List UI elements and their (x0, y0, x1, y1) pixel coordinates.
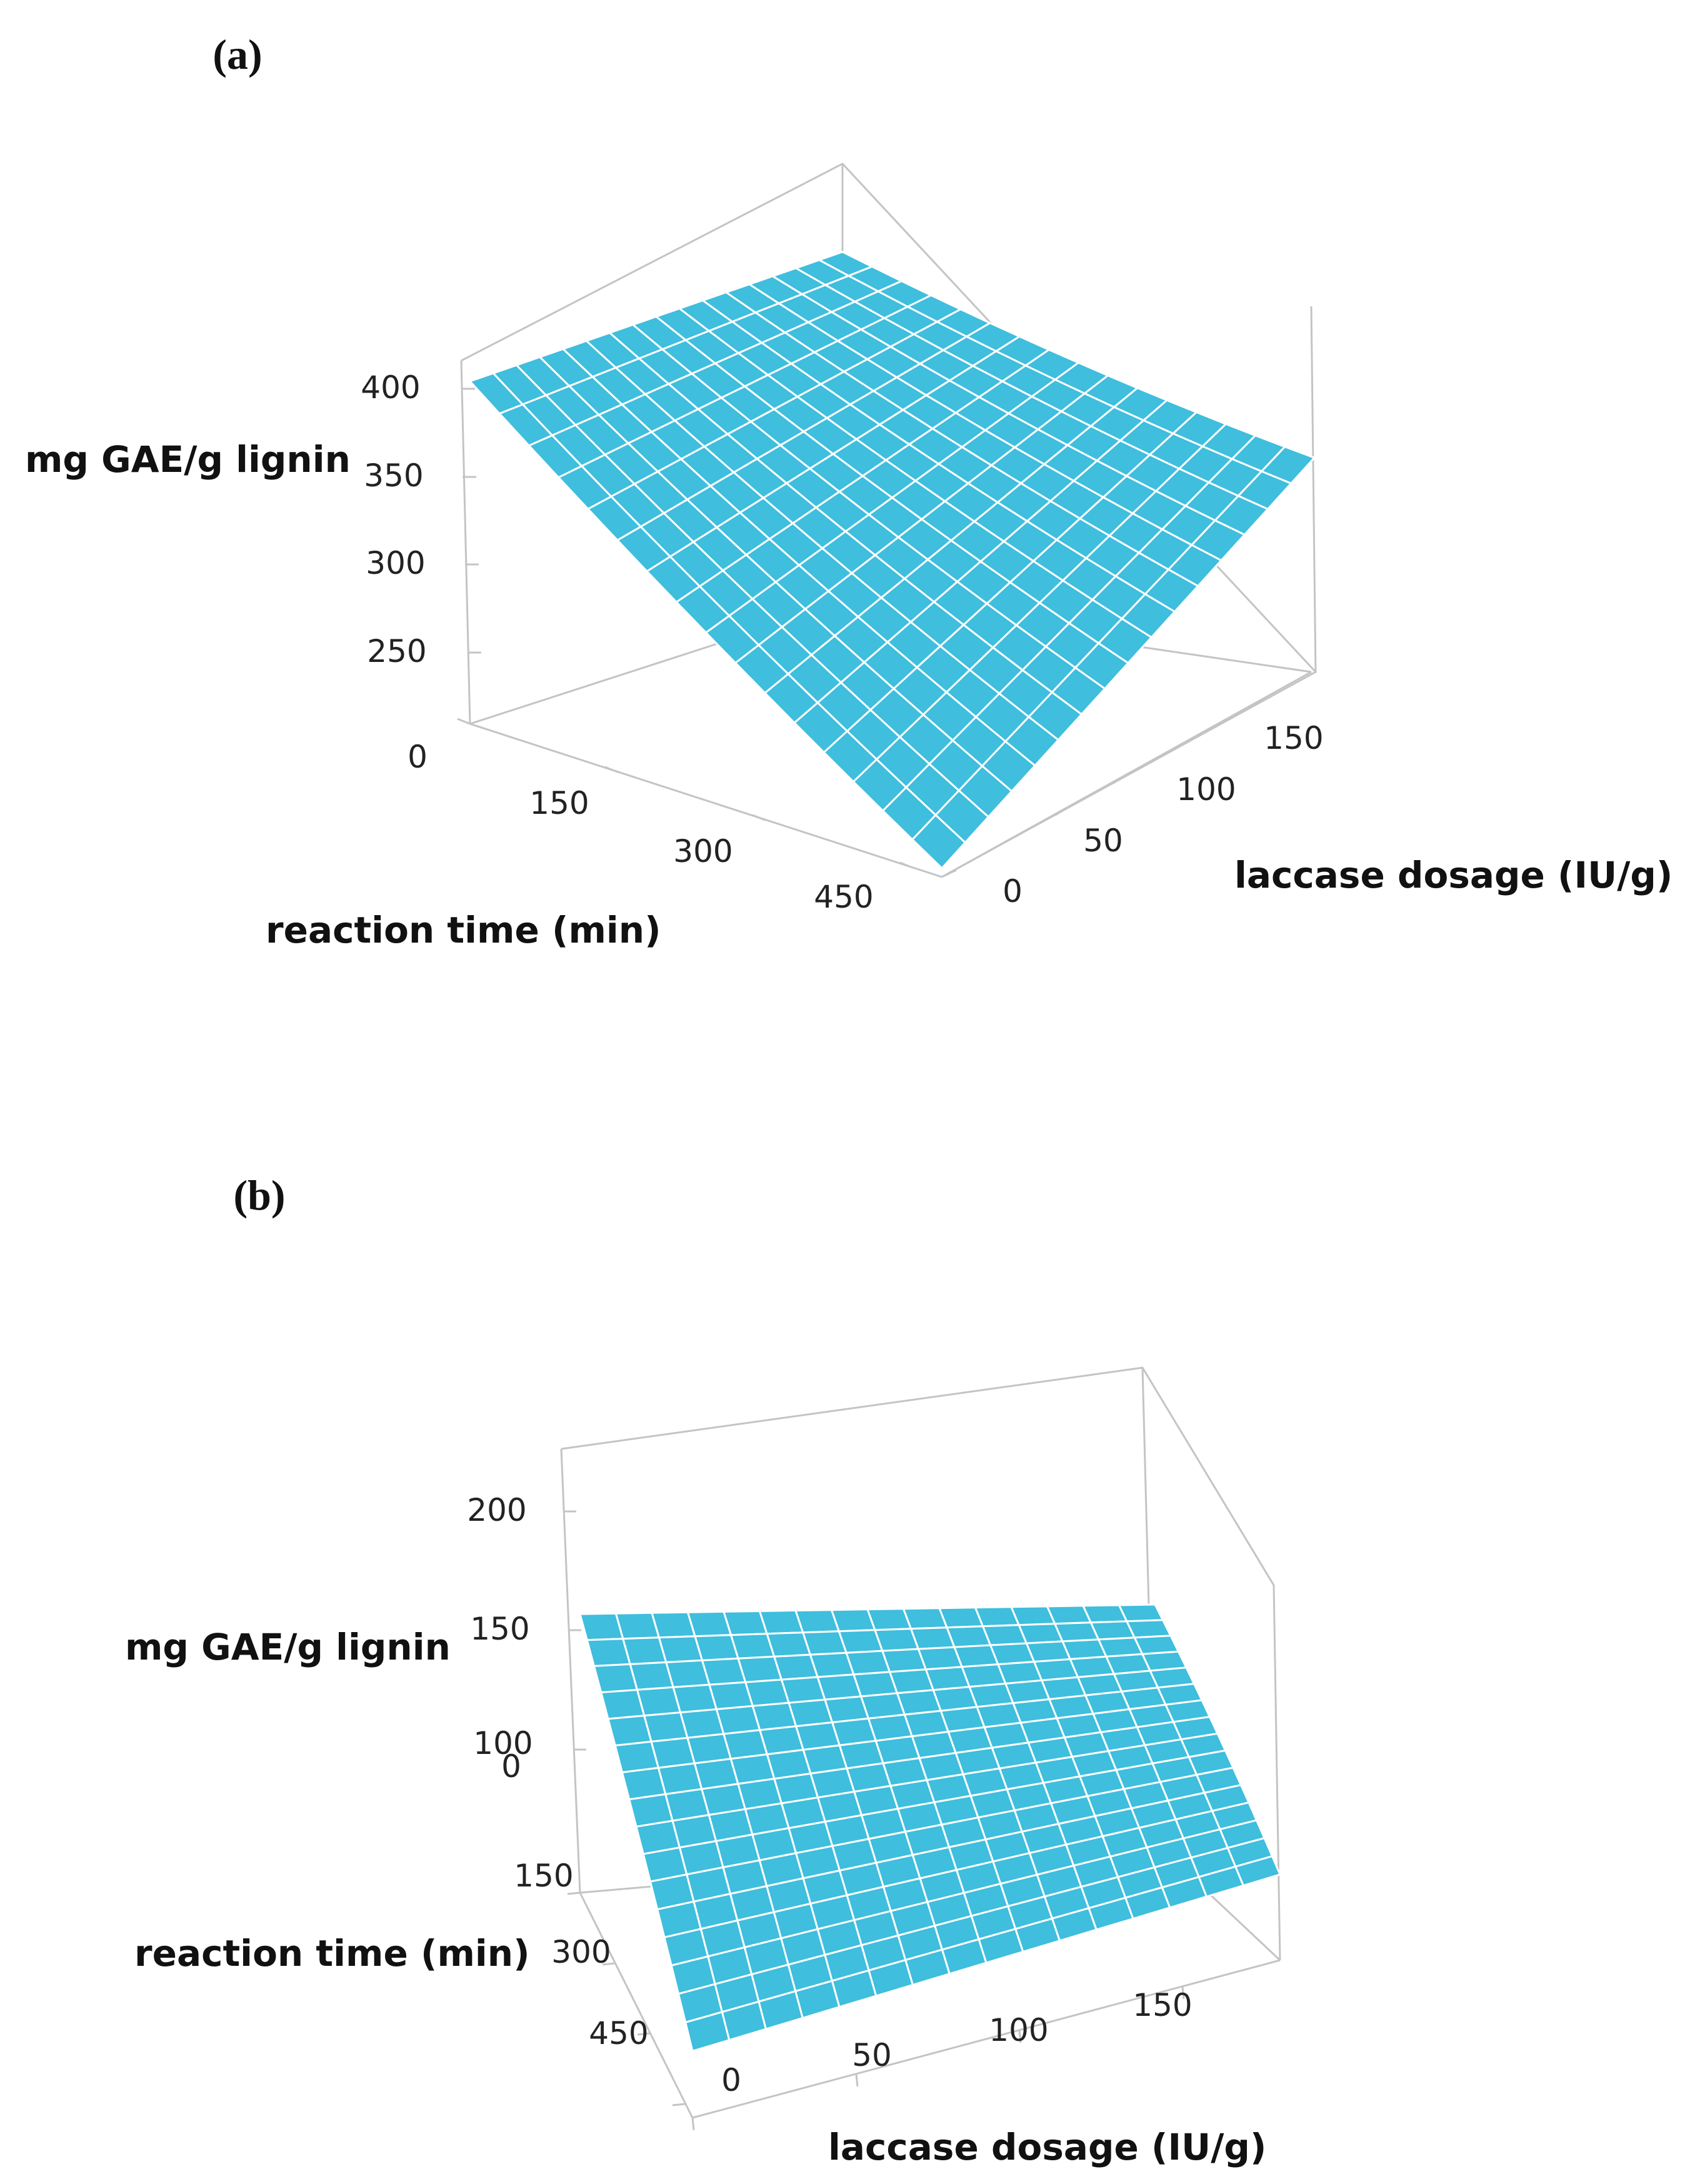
panel-a-z-tick-350: 350 (364, 458, 423, 494)
panel-b-z-tick-150: 150 (470, 1611, 529, 1647)
panel-a-y-tick-50: 50 (1083, 823, 1123, 859)
panel-b-y-axis-title: laccase dosage (IU/g) (828, 2126, 1266, 2168)
panel-b-x-tick-0: 0 (501, 1748, 521, 1785)
panel-a-y-tick-100: 100 (1176, 771, 1236, 808)
surface-cell (1118, 1603, 1164, 1623)
panel-b-x-tick-150: 150 (514, 1858, 573, 1894)
panel-a-z-axis-title: mg GAE/g lignin (25, 438, 351, 481)
panel-a-x-tick-150: 150 (529, 785, 589, 821)
panel-a-x-tick-0: 0 (408, 739, 428, 775)
panel-a-z-tick-300: 300 (366, 545, 425, 581)
panel-b-left-edge (560, 1448, 581, 1893)
panel-a-x-ticks: 0 150 300 450 (408, 718, 913, 915)
panel-b-y-ticks: 0 50 100 150 (691, 1986, 1192, 2131)
chart-panel-b: (b) 200 150 100 0 (125, 1171, 1282, 2168)
surface-cell (1260, 445, 1316, 485)
panel-b-y-tick-150: 150 (1132, 1987, 1192, 2023)
panel-a-x-axis-title: reaction time (min) (266, 909, 661, 951)
panel-a-y-axis-title: laccase dosage (IU/g) (1234, 854, 1672, 896)
panel-b-x-axis-title: reaction time (min) (134, 1932, 530, 1975)
panel-b-x-tick-450: 450 (589, 2015, 648, 2051)
panel-a-z-tick-250: 250 (367, 633, 426, 669)
panel-a-y-tick-0: 0 (1002, 873, 1022, 909)
panel-b-z-tick-200: 200 (467, 1492, 526, 1528)
panel-b-top-edges (561, 1366, 1281, 1961)
panel-b-y-tick-50: 50 (852, 2037, 892, 2073)
panel-b-x-tick-300: 300 (551, 1934, 611, 1970)
panel-a-x-tick-450: 450 (814, 879, 873, 915)
panel-b-x-ticks: 0 150 300 450 (501, 1748, 686, 2106)
panel-a-x-tick-300: 300 (673, 833, 732, 869)
panel-b-z-ticks: 200 150 100 (467, 1492, 586, 1761)
panel-a-surface (468, 251, 1316, 870)
panel-b-label: (b) (233, 1171, 285, 1219)
panel-a-back-left-edge (460, 360, 471, 724)
panel-a-back-right-edge (1310, 306, 1317, 673)
panel-a-z-tick-400: 400 (361, 369, 420, 406)
panel-a-floor-front-x (469, 723, 942, 878)
panel-b-surface (579, 1603, 1282, 2053)
panel-b-floor-front-x (579, 1892, 694, 2118)
chart-panel-a: (a) 400 350 300 250 (25, 31, 1672, 951)
panel-a-y-ticks: 0 50 100 150 (941, 698, 1324, 909)
surface-cell (1234, 1855, 1282, 1887)
panel-a-label: (a) (212, 31, 262, 78)
panel-b-z-tick-100: 100 (473, 1725, 532, 1761)
panel-b-z-axis-title: mg GAE/g lignin (125, 1626, 451, 1668)
panel-b-y-tick-0: 0 (721, 2062, 741, 2098)
panel-a-y-tick-150: 150 (1264, 720, 1323, 756)
surface-cell (1125, 1619, 1172, 1639)
panel-b-y-tick-100: 100 (989, 2012, 1048, 2048)
panel-b-floor-front-y (692, 1959, 1281, 2119)
panel-a-z-ticks: 400 350 300 250 (361, 369, 481, 669)
